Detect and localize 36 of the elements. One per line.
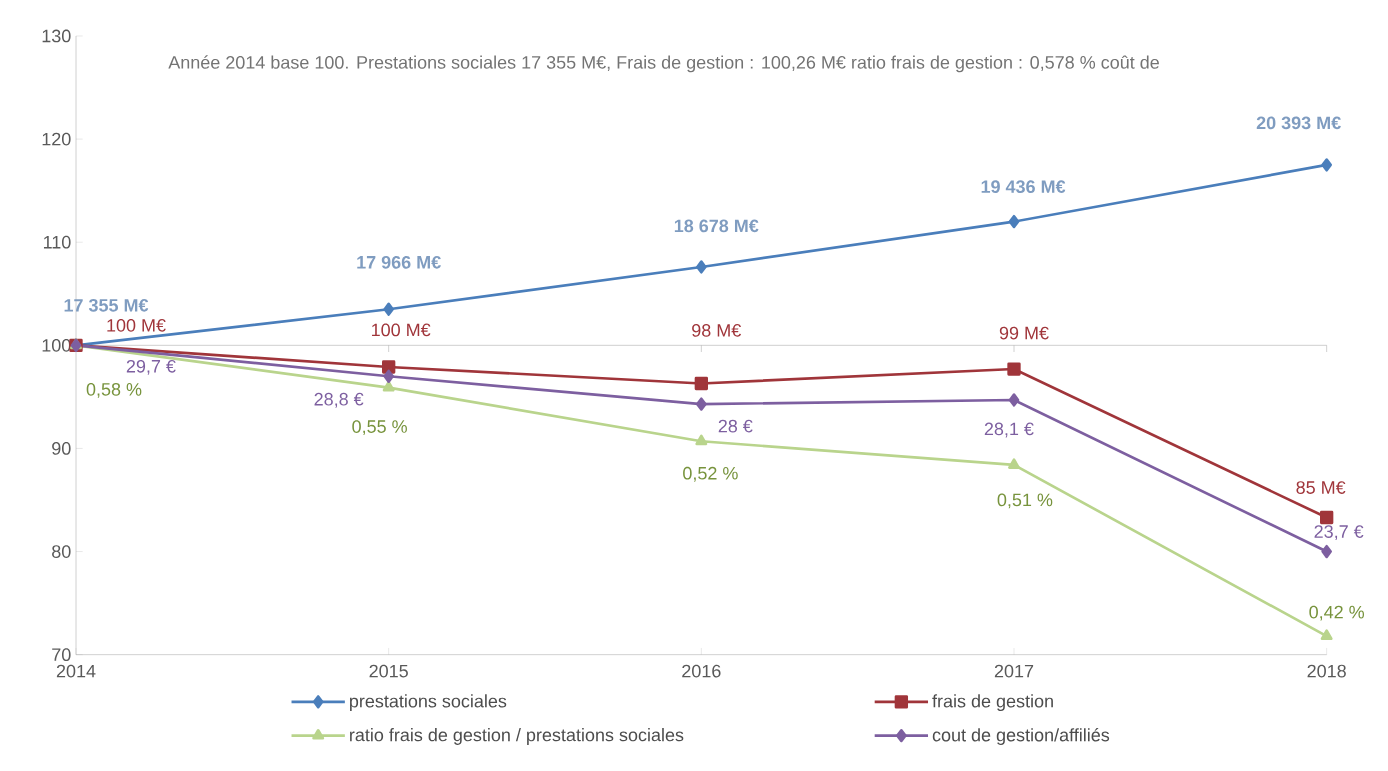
annotation: 0,42 % bbox=[1309, 605, 1365, 621]
x-tick-label: 2017 bbox=[994, 664, 1034, 678]
legend-label: cout de gestion/affiliés bbox=[932, 728, 1110, 746]
annotation: 0,58 % bbox=[86, 383, 142, 398]
y-tick-label: 120 bbox=[42, 132, 71, 146]
annotation: 17 355 M€ bbox=[64, 299, 149, 312]
annotation: 99 M€ bbox=[999, 326, 1049, 340]
annotation: 28 € bbox=[718, 419, 753, 433]
annotation: Année 2014 base 100. Prestations sociales 17 355 M€, Frais de gestion : 100,26 M€ ratio frais de gestion : 0,578 % coût de bbox=[168, 55, 1159, 73]
annotation: 19 436 M€ bbox=[981, 180, 1066, 194]
annotation: 28,1 € bbox=[984, 422, 1034, 438]
annotation: 17 966 M€ bbox=[357, 256, 441, 269]
x-tick-label: 2015 bbox=[369, 664, 408, 678]
annotation: 20 393 M€ bbox=[1256, 116, 1341, 130]
annotation: 100 M€ bbox=[372, 323, 431, 337]
annotation: 98 M€ bbox=[692, 324, 742, 337]
legend-label: prestations sociales bbox=[350, 694, 507, 712]
y-tick-label: 80 bbox=[52, 545, 71, 559]
y-tick-label: 90 bbox=[52, 442, 71, 455]
annotation: 28,8 € bbox=[314, 393, 364, 408]
annotation: 0,55 % bbox=[352, 420, 407, 436]
annotation: 23,7 € bbox=[1314, 525, 1364, 541]
annotation: 100 M€ bbox=[107, 319, 166, 332]
y-tick-label: 70 bbox=[52, 648, 71, 662]
annotation: 0,51 % bbox=[997, 493, 1053, 509]
y-tick-label: 110 bbox=[43, 236, 71, 249]
annotation: 0,52 % bbox=[683, 467, 738, 482]
legend-label: frais de gestion bbox=[932, 694, 1053, 712]
y-tick-label: 130 bbox=[42, 29, 71, 43]
x-tick-label: 2018 bbox=[1307, 664, 1346, 678]
x-tick-label: 2016 bbox=[682, 664, 721, 678]
annotation: 18 678 M€ bbox=[674, 219, 759, 233]
x-tick-label: 2014 bbox=[56, 664, 96, 678]
annotation: 29,7 € bbox=[126, 360, 176, 375]
legend-label: ratio frais de gestion / prestations sociales bbox=[350, 728, 684, 746]
annotation: 85 M€ bbox=[1296, 481, 1346, 495]
